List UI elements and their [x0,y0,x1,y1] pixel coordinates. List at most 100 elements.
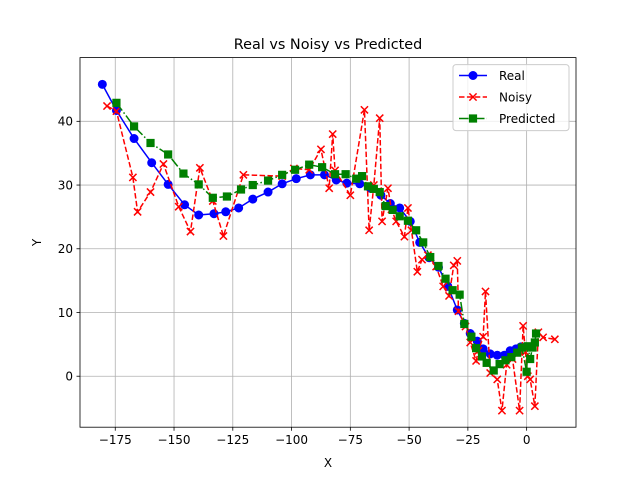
data-point-noisy [439,282,448,291]
data-point-real [277,179,287,189]
data-point-noisy [316,145,326,154]
data-point-real [180,200,190,210]
data-point-real [129,134,139,144]
data-point-noisy [550,335,559,344]
marker-stroke [481,287,490,296]
data-point-real [221,207,231,217]
data-point-noisy [112,106,121,116]
data-point-noisy [493,375,502,384]
data-point-noisy [239,170,248,179]
data-point-noisy [360,105,369,114]
y-axis-label: Y [30,238,44,247]
data-point-predicted [507,353,516,362]
data-point-noisy [377,217,387,226]
legend-box [452,64,570,132]
data-point-real [97,79,107,89]
data-point-noisy [174,202,183,211]
y-tick-label: 0 [65,370,73,384]
marker-stroke [146,187,155,197]
marker-stroke [468,92,478,102]
data-point-noisy [530,402,539,411]
y-tick-label: 30 [58,178,73,192]
data-point-predicted [330,170,340,179]
data-point-predicted [434,261,443,271]
marker-stroke [195,163,205,172]
data-point-predicted [164,150,173,159]
marker-stroke [400,232,409,241]
data-point-noisy [346,191,355,200]
x-tick-label: −75 [338,433,363,447]
x-tick-label: −50 [396,433,421,447]
data-point-noisy [102,101,112,111]
marker-stroke [365,226,374,235]
x-tick-label: −100 [275,433,308,447]
data-point-real [248,194,258,204]
data-point-predicted [467,332,476,341]
x-tick-label: −175 [99,433,132,447]
legend-label: Noisy [499,90,532,104]
marker-stroke [102,101,112,111]
marker-stroke [360,105,369,114]
data-point-noisy [219,231,228,241]
data-point-noisy [518,321,528,331]
marker-stroke [550,335,559,344]
marker-stroke [403,203,413,213]
data-point-predicted [412,226,421,235]
data-point-predicted [179,169,188,178]
data-point-predicted [513,348,522,357]
data-point-noisy [146,187,155,197]
legend: Real Noisy Predicted [452,64,570,132]
x-tick-label: −125 [216,433,249,447]
data-point-predicted [441,274,450,283]
data-point-predicted [263,176,273,185]
data-point-predicted [194,180,203,189]
marker-stroke [174,202,183,211]
data-point-noisy [453,256,462,266]
data-point-predicted [146,138,155,148]
legend-label: Predicted [499,112,555,126]
data-point-predicted [222,192,232,201]
data-point-noisy [526,375,535,384]
marker-stroke [128,173,138,182]
data-point-noisy [515,406,524,415]
data-point-real [291,174,301,184]
legend-item-predicted: Predicted [459,112,555,126]
data-point-noisy [128,173,138,182]
data-point-predicted [248,180,257,190]
marker-stroke [112,106,121,116]
legend-item-noisy: Noisy [459,90,532,104]
data-point-predicted [489,366,498,375]
data-point-noisy [383,184,393,193]
data-point-predicted [112,98,121,107]
legend-label: Real [499,69,525,83]
y-tick-label: 10 [58,306,73,320]
data-point-noisy [365,226,374,235]
marker-stroke [375,114,384,123]
data-point-predicted [531,329,541,338]
data-point-noisy [328,129,337,139]
marker-stroke [530,402,539,411]
data-point-predicted [526,354,535,364]
data-point-noisy [325,184,334,193]
data-point-predicted [236,185,246,194]
data-point-noisy [195,163,205,172]
data-point-predicted [278,170,287,179]
data-point-predicted [357,172,367,181]
x-axis-label: X [324,456,332,470]
data-point-predicted [375,187,384,197]
data-point-predicted [395,212,404,221]
data-point-noisy [186,227,195,236]
series-layer [97,79,559,415]
data-point-predicted [482,358,491,367]
marker-stroke [316,145,326,154]
marker-stroke [328,129,337,139]
data-point-noisy [133,207,142,216]
marker-stroke [239,170,248,179]
data-point-predicted [448,286,457,295]
marker-stroke [515,406,524,415]
marker-stroke [159,159,168,169]
data-point-predicted [388,205,397,215]
marker-stroke [325,184,334,193]
marker-stroke [219,231,228,241]
